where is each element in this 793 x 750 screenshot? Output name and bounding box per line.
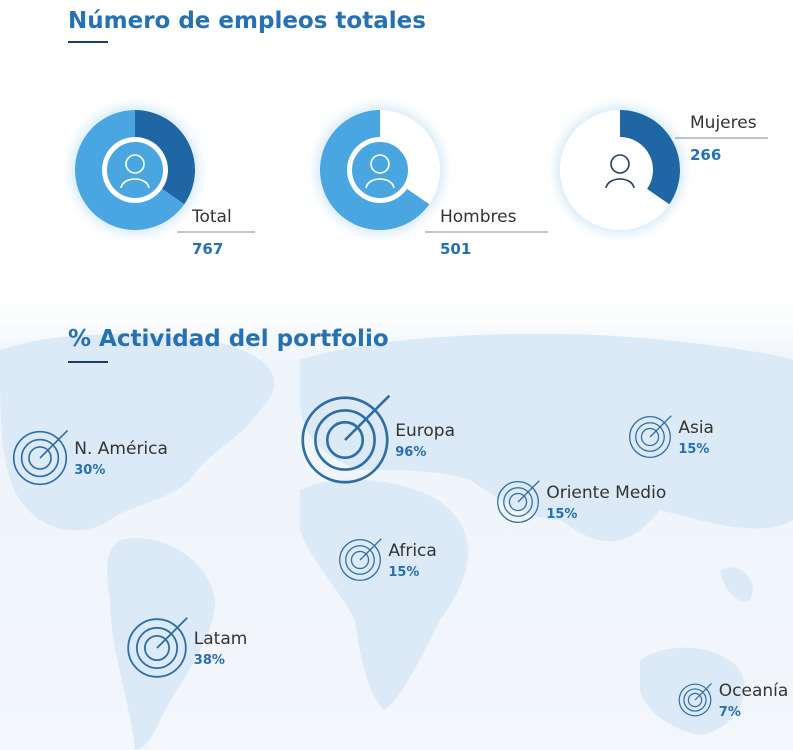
donut-segment: [620, 110, 680, 205]
region-value: 15%: [678, 442, 709, 457]
target-icon: [497, 480, 540, 523]
donut-value: 266: [690, 146, 721, 164]
target-ring: [629, 416, 671, 458]
target-ring: [350, 550, 370, 570]
target-arrow: [39, 429, 69, 459]
region-name: N. América: [74, 439, 168, 459]
target-ring: [135, 626, 179, 670]
target-icon: [301, 394, 391, 484]
region-value: 15%: [546, 507, 577, 522]
target-arrow: [344, 394, 391, 441]
region-value: 7%: [719, 705, 741, 720]
target-ring: [127, 618, 187, 678]
region-name: Africa: [388, 541, 437, 561]
target-ring: [640, 427, 660, 447]
target-ring: [497, 481, 539, 523]
target-ring: [314, 409, 376, 471]
target-ring: [325, 420, 365, 460]
region-name: Oriente Medio: [546, 483, 666, 503]
target-ring: [144, 635, 170, 661]
target-ring: [687, 692, 703, 708]
icon-disc: [590, 140, 650, 200]
target-arrow: [517, 480, 540, 503]
target-ring: [683, 688, 707, 712]
donut-segment: [320, 110, 430, 230]
icon-disc: [350, 140, 410, 200]
donut-group: Total 767 Hombres 501 Mujeres 266: [72, 107, 768, 258]
icon-disc: [105, 140, 165, 200]
target-ring: [635, 422, 665, 452]
person-body: [120, 178, 150, 189]
region-name: Europa: [395, 421, 455, 441]
region-name: Latam: [194, 629, 248, 649]
region-name: Oceanía: [719, 681, 789, 701]
target-arrow: [694, 682, 713, 701]
person-head: [370, 154, 390, 174]
target-ring: [345, 545, 375, 575]
target-ring: [301, 396, 389, 484]
section-title: Número de empleos totales: [68, 8, 426, 34]
person-head: [125, 154, 145, 174]
region-value: 38%: [194, 653, 225, 668]
region-group: N. América 30% Europa 96% Asia 15% Oriente Med…: [12, 394, 789, 720]
target-icon: [678, 682, 713, 717]
donut-value: 501: [440, 240, 471, 258]
donut-value: 767: [192, 240, 223, 258]
target-ring: [28, 446, 52, 470]
target-ring: [339, 539, 381, 581]
person-body: [605, 178, 635, 189]
target-ring: [12, 430, 68, 486]
donut-label: Total: [191, 207, 232, 227]
person-head: [610, 154, 630, 174]
target-arrow: [359, 538, 382, 561]
donut-segment: [135, 110, 195, 205]
target-icon: [127, 617, 188, 678]
target-ring: [503, 487, 533, 517]
region-value: 30%: [74, 463, 105, 478]
region-name: Asia: [678, 418, 714, 438]
donut-label: Mujeres: [690, 113, 757, 133]
target-arrow: [156, 617, 188, 649]
target-icon: [12, 429, 69, 486]
region-value: 15%: [388, 565, 419, 580]
region-value: 96%: [395, 445, 426, 460]
donut-segment: [75, 110, 185, 230]
target-icon: [339, 538, 382, 581]
donut-label: Hombres: [440, 207, 517, 227]
target-arrow: [649, 415, 672, 438]
target-ring: [678, 683, 712, 717]
section-title: % Actividad del portfolio: [68, 326, 389, 352]
target-ring: [20, 438, 60, 478]
target-icon: [629, 415, 672, 458]
person-body: [365, 178, 395, 189]
target-ring: [508, 492, 528, 512]
